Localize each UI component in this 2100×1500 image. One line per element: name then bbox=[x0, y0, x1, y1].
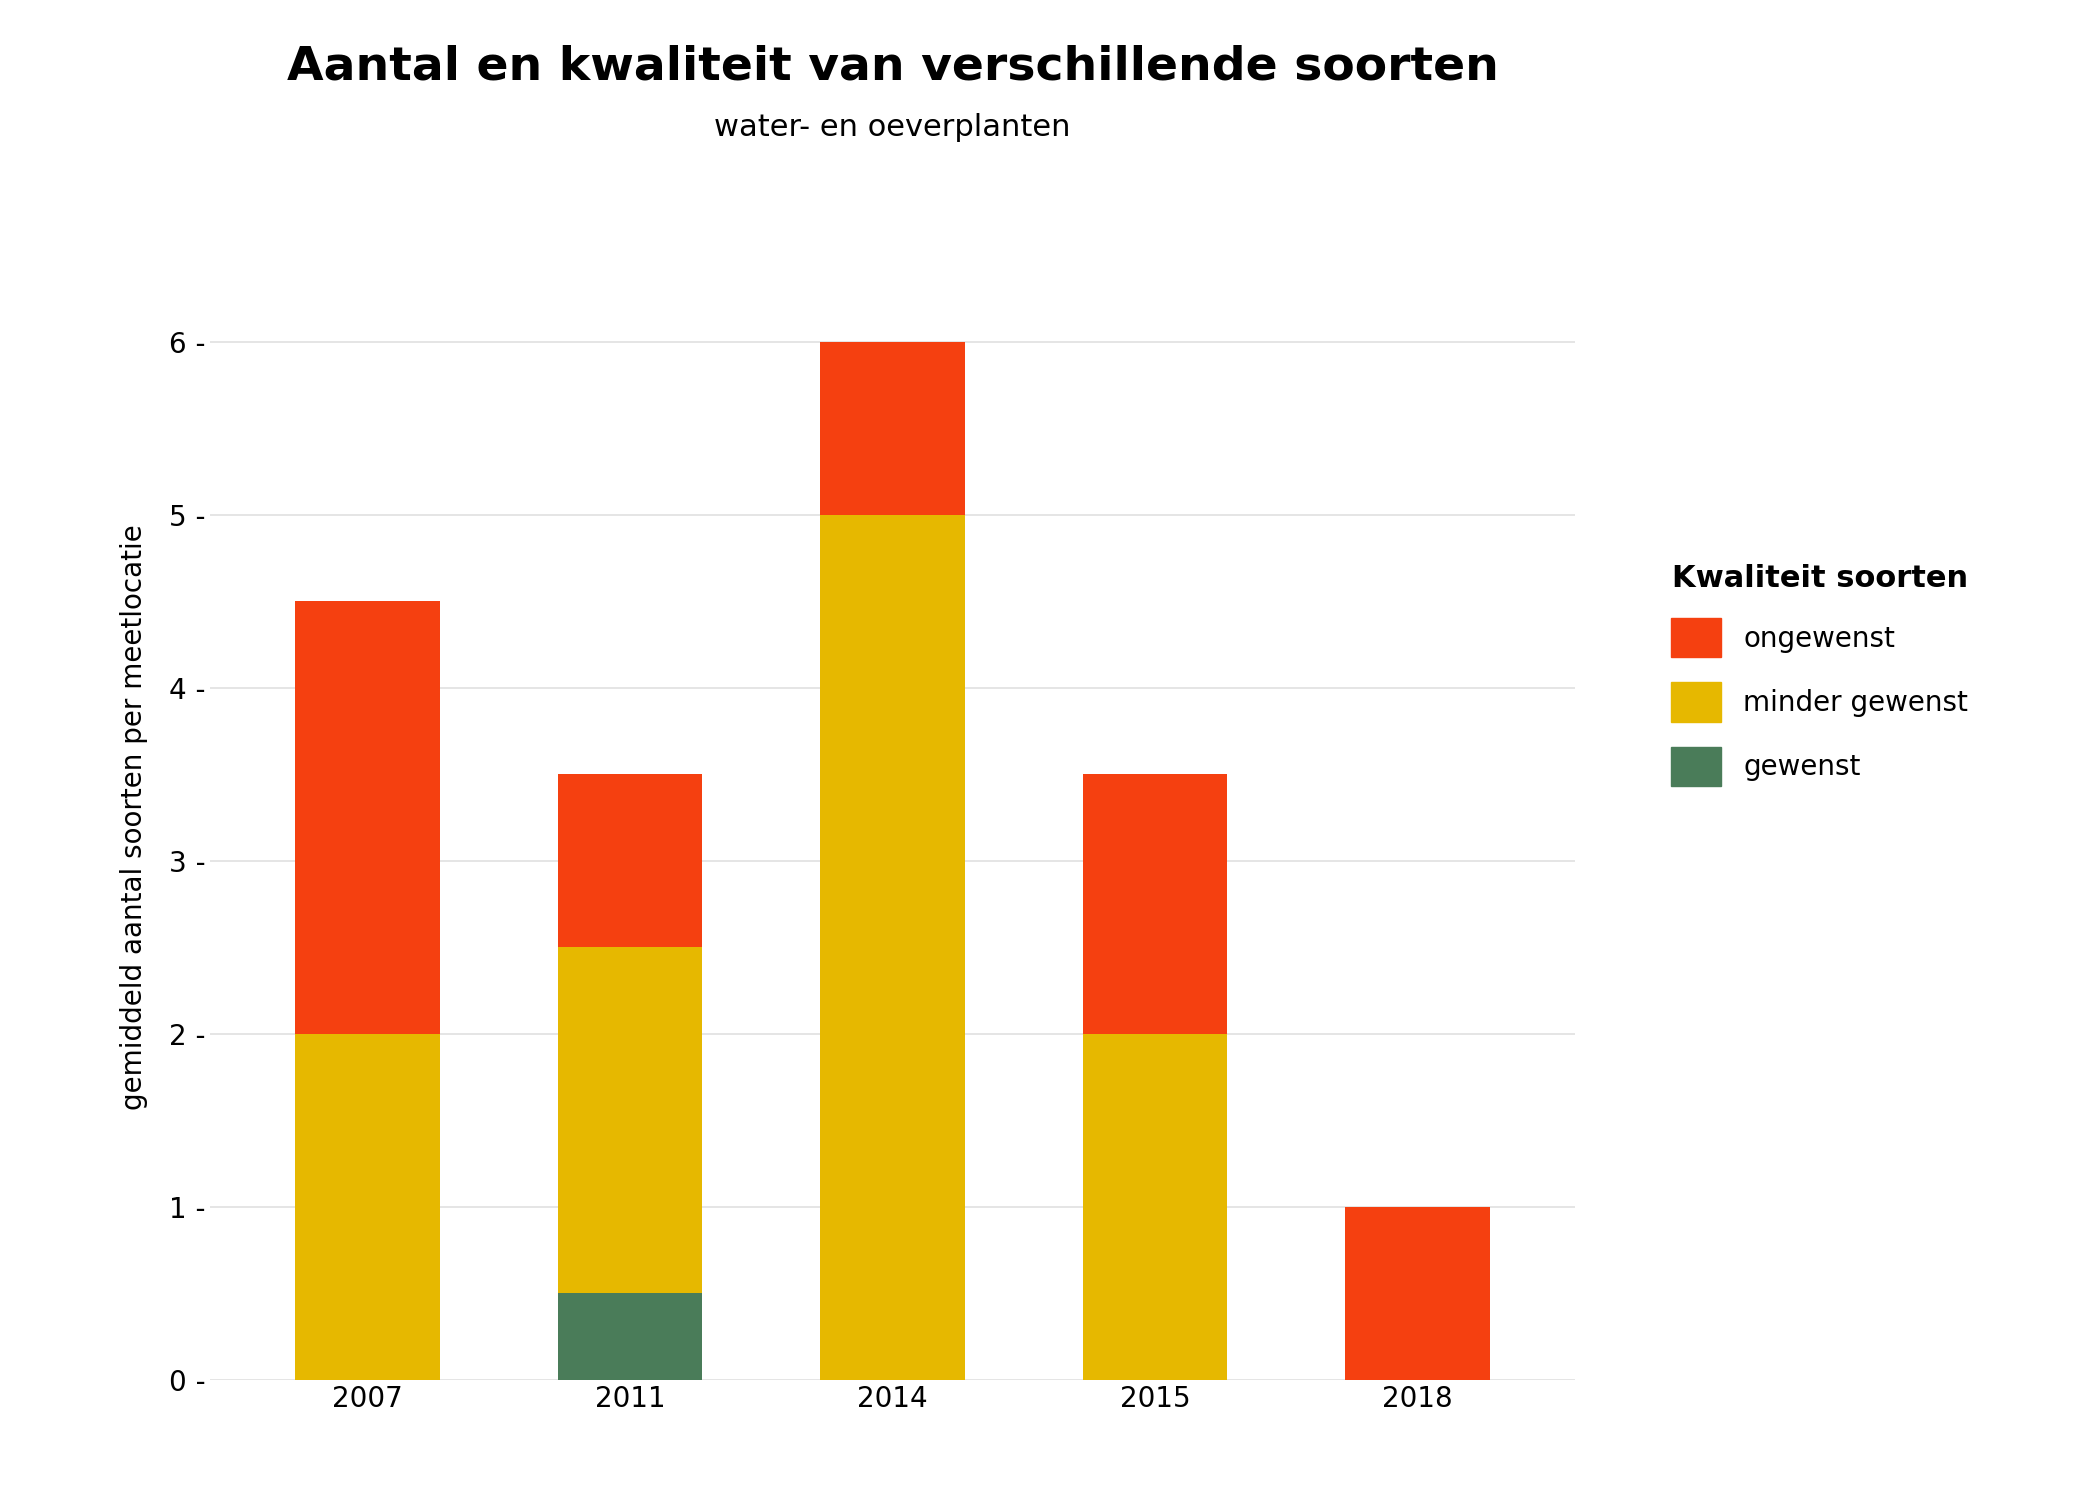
Text: Aantal en kwaliteit van verschillende soorten: Aantal en kwaliteit van verschillende so… bbox=[286, 45, 1499, 90]
Bar bbox=[296, 1034, 439, 1380]
Bar bbox=[1084, 1034, 1226, 1380]
Bar bbox=[821, 342, 964, 514]
Bar bbox=[296, 602, 439, 1034]
Bar bbox=[559, 948, 701, 1293]
Legend: ongewenst, minder gewenst, gewenst: ongewenst, minder gewenst, gewenst bbox=[1657, 550, 1982, 800]
Text: water- en oeverplanten: water- en oeverplanten bbox=[714, 112, 1071, 142]
Bar bbox=[1346, 1208, 1489, 1380]
Bar bbox=[821, 514, 964, 1380]
Bar bbox=[559, 774, 701, 948]
Bar bbox=[1084, 774, 1226, 1034]
Bar bbox=[559, 1293, 701, 1380]
Y-axis label: gemiddeld aantal soorten per meetlocatie: gemiddeld aantal soorten per meetlocatie bbox=[120, 525, 147, 1110]
